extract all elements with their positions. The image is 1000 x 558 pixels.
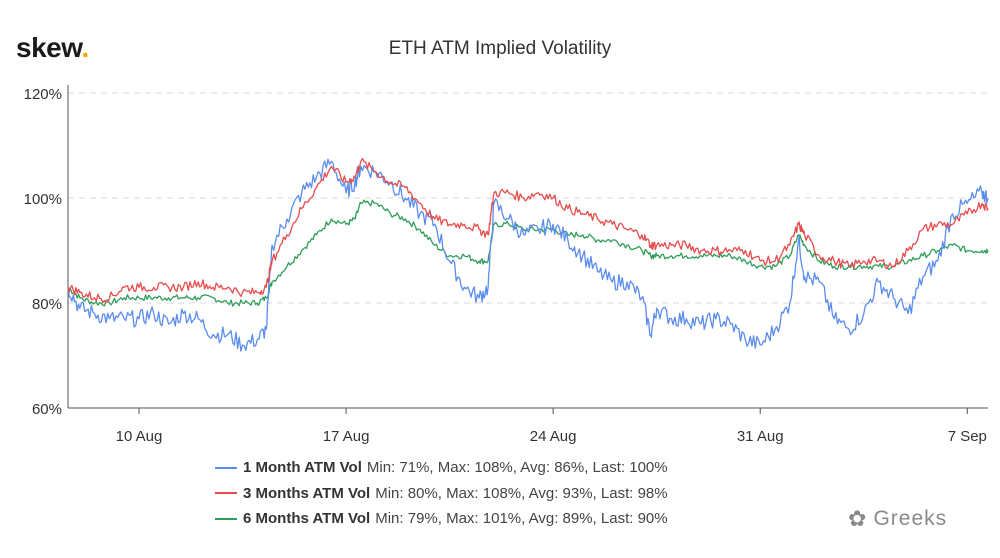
- wechat-icon: ✿: [848, 506, 868, 531]
- legend-name-3m: 3 Months ATM Vol: [243, 484, 371, 502]
- brand-name: skew: [16, 32, 82, 63]
- series-line-6m: [67, 199, 989, 307]
- x-tick-label: 7 Sep: [948, 428, 987, 445]
- legend-name-1m: 1 Month ATM Vol: [243, 459, 362, 476]
- legend-swatch-3m: [215, 492, 237, 495]
- legend-stats-6m: Min: 79%, Max: 101%, Avg: 89%, Last: 90%: [375, 510, 668, 527]
- y-tick-label: 100%: [24, 191, 62, 208]
- legend-swatch-1m: [215, 466, 237, 469]
- brand-logo: skew.: [16, 32, 89, 64]
- x-tick-label: 31 Aug: [737, 428, 784, 445]
- brand-dot: .: [81, 32, 89, 63]
- y-tick-label: 80%: [32, 296, 62, 313]
- legend-stats-3m: Min: 80%, Max: 108%, Avg: 93%, Last: 98%: [375, 484, 668, 502]
- x-tick-label: 10 Aug: [116, 428, 163, 445]
- x-tick-label: 17 Aug: [323, 428, 370, 445]
- legend-item-3m[interactable]: 3 Months ATM Vol Min: 80%, Max: 108%, Av…: [215, 481, 668, 507]
- series-line-1m: [67, 158, 989, 352]
- chart-legend: 1 Month ATM Vol Min: 71%, Max: 108%, Avg…: [215, 455, 668, 532]
- legend-item-1m[interactable]: 1 Month ATM Vol Min: 71%, Max: 108%, Avg…: [215, 455, 668, 481]
- series-layer: [67, 157, 989, 352]
- x-tick-label: 24 Aug: [530, 428, 577, 445]
- chart-title: ETH ATM Implied Volatility: [388, 38, 612, 59]
- watermark-text: Greeks: [873, 507, 948, 530]
- legend-item-6m[interactable]: 6 Months ATM Vol Min: 79%, Max: 101%, Av…: [215, 506, 668, 532]
- legend-swatch-6m: [215, 517, 237, 520]
- legend-name-6m: 6 Months ATM Vol: [243, 510, 371, 527]
- y-tick-label: 60%: [32, 401, 62, 418]
- series-line-3m: [67, 157, 989, 304]
- watermark: ✿ Greeks: [848, 506, 947, 532]
- axis-layer: 60% 80% 100% 120% 10 Aug 17 Aug 24 Aug 31 Aug 7 …: [24, 85, 988, 445]
- y-tick-label: 120%: [24, 86, 62, 103]
- legend-stats-1m: Min: 71%, Max: 108%, Avg: 86%, Last: 100…: [366, 459, 668, 476]
